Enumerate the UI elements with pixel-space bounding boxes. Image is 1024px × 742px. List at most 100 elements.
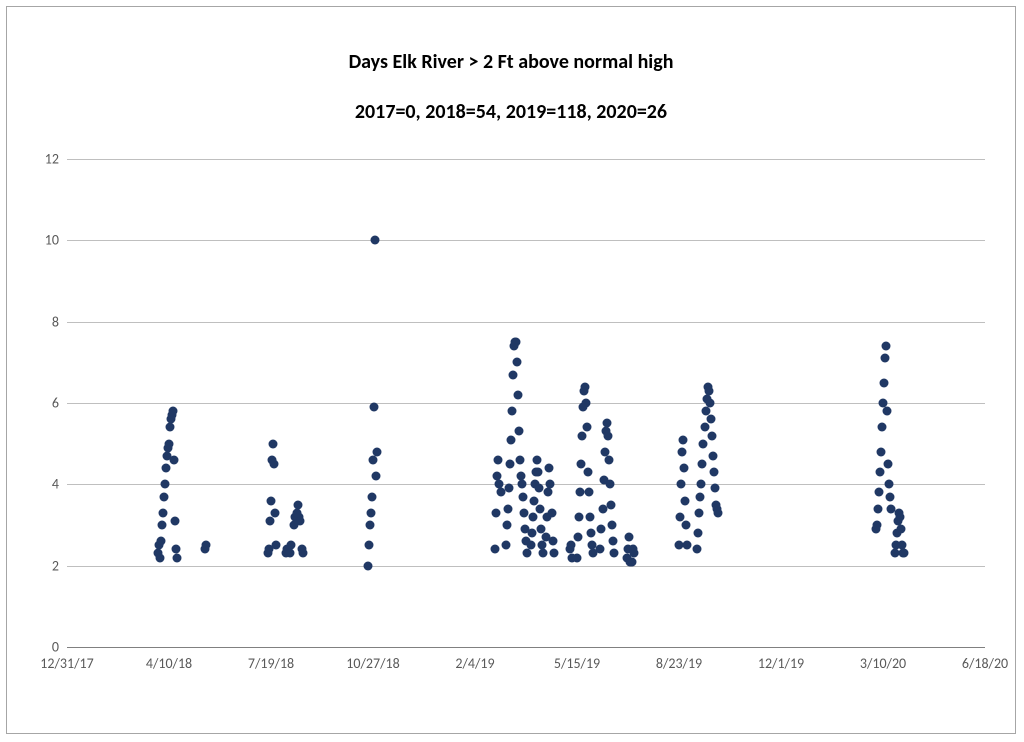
data-point: [900, 549, 909, 558]
y-gridline: [67, 322, 985, 323]
data-point: [370, 403, 379, 412]
data-point: [161, 464, 170, 473]
data-point: [883, 407, 892, 416]
data-point: [596, 545, 605, 554]
data-point: [706, 415, 715, 424]
y-tick-label: 0: [52, 639, 59, 656]
data-point: [156, 537, 165, 546]
data-point: [896, 512, 905, 521]
data-point: [272, 541, 281, 550]
data-point: [575, 512, 584, 521]
y-gridline: [67, 159, 985, 160]
data-point: [170, 455, 179, 464]
y-tick-label: 10: [45, 232, 59, 249]
data-point: [872, 521, 881, 530]
data-point: [270, 460, 279, 469]
x-tick-label: 12/31/17: [40, 655, 93, 672]
data-point: [677, 480, 686, 489]
data-point: [882, 342, 891, 351]
data-point: [295, 516, 304, 525]
data-point: [369, 455, 378, 464]
data-point: [873, 504, 882, 513]
data-point: [546, 480, 555, 489]
data-point: [502, 521, 511, 530]
data-point: [158, 508, 167, 517]
data-point: [523, 549, 532, 558]
data-point: [897, 525, 906, 534]
data-point: [582, 399, 591, 408]
data-point: [607, 521, 616, 530]
data-point: [527, 541, 536, 550]
data-point: [587, 529, 596, 538]
data-point: [372, 472, 381, 481]
data-point: [501, 541, 510, 550]
data-point: [683, 541, 692, 550]
data-point: [630, 549, 639, 558]
data-point: [518, 492, 527, 501]
data-point: [365, 521, 374, 530]
data-point: [694, 529, 703, 538]
data-point: [519, 508, 528, 517]
x-tick-label: 6/18/20: [962, 655, 1008, 672]
data-point: [517, 480, 526, 489]
x-tick-label: 10/27/18: [346, 655, 399, 672]
data-point: [269, 439, 278, 448]
y-tick-label: 12: [45, 151, 59, 168]
data-point: [881, 354, 890, 363]
data-point: [699, 439, 708, 448]
data-point: [508, 370, 517, 379]
data-point: [608, 537, 617, 546]
data-point: [539, 549, 548, 558]
data-point: [585, 488, 594, 497]
data-point: [566, 541, 575, 550]
data-point: [528, 529, 537, 538]
data-point: [874, 488, 883, 497]
data-point: [680, 464, 689, 473]
data-point: [494, 455, 503, 464]
data-point: [678, 447, 687, 456]
data-point: [492, 508, 501, 517]
data-point: [364, 541, 373, 550]
data-point: [605, 480, 614, 489]
data-point: [155, 553, 164, 562]
chart-title: Days Elk River > 2 Ft above normal high …: [7, 25, 1015, 125]
data-point: [679, 435, 688, 444]
data-point: [547, 508, 556, 517]
data-point: [160, 480, 169, 489]
y-tick-label: 2: [52, 557, 59, 574]
data-point: [586, 512, 595, 521]
data-point: [503, 504, 512, 513]
data-point: [548, 537, 557, 546]
data-point: [705, 399, 714, 408]
data-point: [165, 439, 174, 448]
x-tick-label: 12/1/19: [758, 655, 804, 672]
data-point: [609, 549, 618, 558]
data-point: [491, 545, 500, 554]
data-point: [583, 423, 592, 432]
data-point: [533, 455, 542, 464]
x-tick-label: 5/15/19: [554, 655, 600, 672]
data-point: [696, 492, 705, 501]
data-point: [293, 500, 302, 509]
data-point: [578, 431, 587, 440]
data-point: [604, 455, 613, 464]
data-point: [710, 484, 719, 493]
x-tick-label: 2/4/19: [455, 655, 494, 672]
y-gridline: [67, 647, 985, 648]
data-point: [695, 508, 704, 517]
data-point: [159, 492, 168, 501]
y-gridline: [67, 240, 985, 241]
data-point: [515, 455, 524, 464]
data-point: [877, 423, 886, 432]
data-point: [201, 541, 210, 550]
data-point: [267, 496, 276, 505]
data-point: [366, 508, 375, 517]
data-point: [885, 480, 894, 489]
x-tick-label: 3/10/20: [860, 655, 906, 672]
data-point: [886, 492, 895, 501]
data-point: [704, 386, 713, 395]
chart-frame: Days Elk River > 2 Ft above normal high …: [6, 6, 1016, 734]
data-point: [536, 504, 545, 513]
data-point: [574, 533, 583, 542]
data-point: [693, 545, 702, 554]
